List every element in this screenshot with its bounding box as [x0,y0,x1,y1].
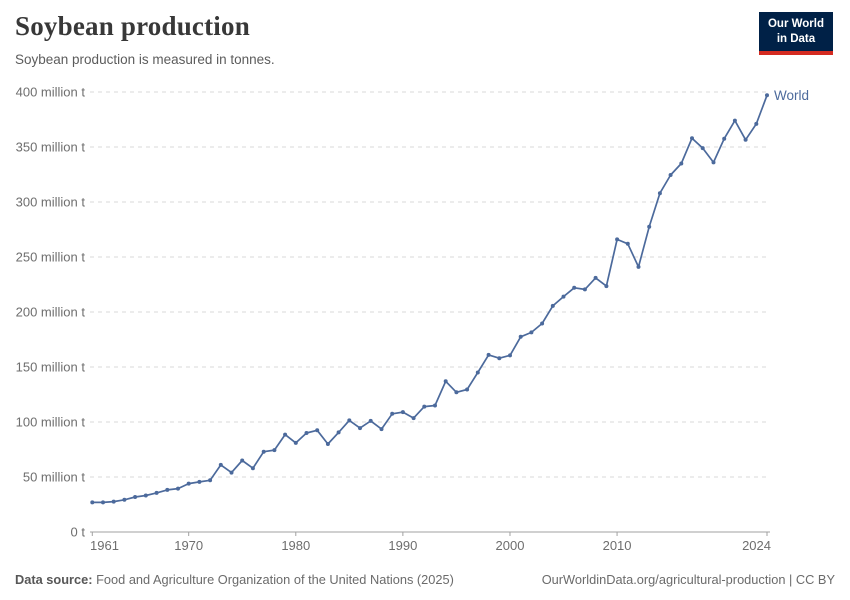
data-point[interactable] [325,442,330,446]
data-point[interactable] [229,470,234,475]
data-point[interactable] [625,241,630,246]
owid-logo[interactable]: Our World in Data [758,12,833,55]
data-point[interactable] [550,303,555,308]
data-point[interactable] [250,466,255,471]
data-point[interactable] [454,390,459,395]
data-point[interactable] [443,379,448,384]
x-axis-tick-label: 2000 [496,538,525,553]
data-point[interactable] [465,387,470,392]
data-source-text: Food and Agriculture Organization of the… [96,572,454,587]
data-point[interactable] [154,490,159,495]
x-axis-tick-label: 1961 [90,538,119,553]
y-axis-tick-label: 200 million t [16,305,86,320]
data-point[interactable] [208,478,213,483]
y-axis-tick-label: 300 million t [16,195,86,210]
data-point[interactable] [293,440,298,445]
y-axis-tick-label: 250 million t [16,250,86,265]
data-point[interactable] [700,146,705,151]
data-point[interactable] [122,497,127,502]
data-point[interactable] [358,426,362,431]
data-point[interactable] [433,403,437,408]
data-point[interactable] [743,137,748,142]
y-axis-tick-label: 50 million t [23,470,86,485]
y-axis-tick-label: 0 t [71,525,86,540]
data-point[interactable] [304,431,309,435]
y-axis-tick-label: 400 million t [16,85,86,100]
x-axis-tick-label: 1990 [388,538,417,553]
data-point[interactable] [422,404,427,409]
data-point[interactable] [636,264,641,269]
y-axis-tick-label: 350 million t [16,140,86,155]
data-point[interactable] [218,462,223,467]
data-point[interactable] [679,161,684,166]
license-link[interactable]: OurWorldinData.org/agricultural-producti… [541,572,835,587]
data-source-label: Data source: [15,572,93,587]
data-point[interactable] [197,479,202,484]
data-point[interactable] [176,486,180,491]
chart-subtitle: Soybean production is measured in tonnes… [15,52,275,67]
data-point[interactable] [540,321,545,326]
owid-logo-line2: in Data [776,32,816,45]
x-axis-tick-label: 1970 [174,538,203,553]
data-point[interactable] [101,500,105,505]
data-point[interactable] [315,428,320,433]
data-point[interactable] [657,191,662,196]
data-point[interactable] [732,118,737,123]
data-point[interactable] [582,287,587,292]
y-axis-tick-label: 100 million t [16,415,86,430]
data-point[interactable] [133,495,138,499]
data-point[interactable] [615,237,620,242]
data-point[interactable] [186,481,191,486]
data-point[interactable] [143,493,148,498]
data-point[interactable] [400,410,405,415]
x-axis-tick-label: 1980 [281,538,310,553]
data-point[interactable] [497,356,502,361]
data-point[interactable] [529,330,534,335]
data-point[interactable] [508,353,512,358]
data-point[interactable] [561,294,566,299]
data-point[interactable] [411,416,416,421]
chart-title: Soybean production [15,11,250,41]
data-point[interactable] [690,136,694,141]
data-point[interactable] [593,275,598,280]
chart-footer: Data source: Food and Agriculture Organi… [15,572,835,587]
data-point[interactable] [572,285,577,290]
data-point[interactable] [754,121,759,126]
data-point[interactable] [90,500,95,505]
data-point[interactable] [283,432,288,437]
entity-label-world[interactable]: World [774,88,809,103]
data-point[interactable] [668,173,673,177]
data-point[interactable] [765,93,769,98]
data-point[interactable] [240,458,245,463]
world-series-line[interactable] [91,94,768,504]
data-point[interactable] [111,499,116,504]
data-point[interactable] [272,448,277,453]
data-point[interactable] [390,411,395,416]
data-point[interactable] [347,418,352,423]
data-source-note: Data source: Food and Agriculture Organi… [15,572,454,587]
x-axis-tick-label: 2010 [603,538,632,553]
data-point[interactable] [379,427,384,432]
owid-logo-line1: Our World [767,18,824,30]
data-point[interactable] [475,370,480,375]
data-point[interactable] [165,487,170,492]
data-point[interactable] [336,430,341,435]
data-point[interactable] [604,284,609,289]
data-point[interactable] [368,418,373,423]
data-point[interactable] [722,136,727,141]
data-point[interactable] [261,449,266,454]
data-point[interactable] [518,334,523,339]
x-axis-tick-label: 2024 [742,538,771,553]
data-point[interactable] [647,224,652,229]
data-point[interactable] [711,160,716,165]
data-point[interactable] [486,352,491,357]
y-axis-tick-label: 150 million t [16,360,86,375]
